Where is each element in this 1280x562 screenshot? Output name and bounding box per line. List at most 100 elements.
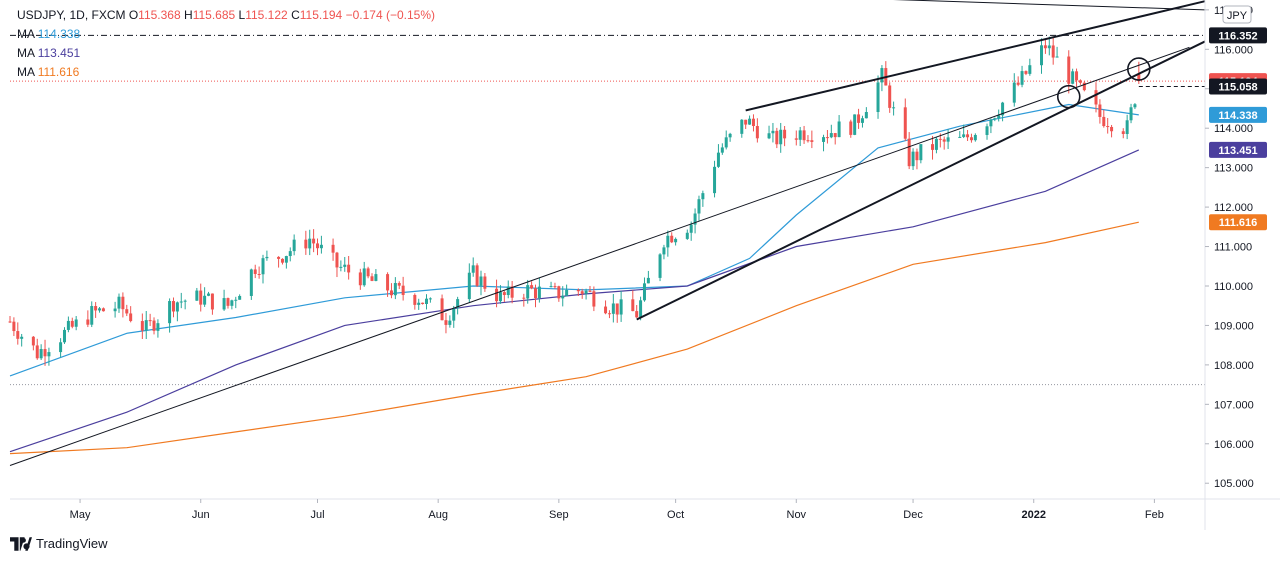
- candle[interactable]: [911, 148, 915, 170]
- candle[interactable]: [47, 347, 51, 366]
- candle[interactable]: [308, 229, 312, 256]
- candle[interactable]: [16, 322, 20, 345]
- candle[interactable]: [498, 285, 502, 304]
- candle[interactable]: [483, 273, 487, 292]
- candle[interactable]: [179, 292, 183, 309]
- candle[interactable]: [125, 304, 129, 317]
- candle[interactable]: [207, 291, 211, 297]
- candle[interactable]: [557, 285, 561, 302]
- candle[interactable]: [934, 136, 938, 154]
- candle[interactable]: [884, 61, 888, 86]
- candle[interactable]: [175, 301, 179, 322]
- candle[interactable]: [319, 235, 323, 254]
- candle[interactable]: [822, 134, 826, 152]
- candle[interactable]: [358, 268, 362, 290]
- price-tag[interactable]: 115.058: [1209, 78, 1267, 95]
- candle[interactable]: [386, 272, 390, 297]
- candle[interactable]: [393, 277, 397, 300]
- candle[interactable]: [452, 305, 456, 328]
- candle[interactable]: [1051, 36, 1055, 65]
- candle[interactable]: [183, 299, 187, 310]
- branding[interactable]: TradingView: [36, 536, 108, 551]
- candle[interactable]: [210, 293, 214, 315]
- candle[interactable]: [265, 250, 269, 261]
- candle[interactable]: [615, 303, 619, 323]
- candle[interactable]: [331, 238, 335, 261]
- moving-average-line[interactable]: [9, 103, 1139, 377]
- candle[interactable]: [253, 264, 257, 279]
- candle[interactable]: [639, 296, 643, 321]
- candle[interactable]: [969, 133, 973, 143]
- candle[interactable]: [853, 114, 857, 136]
- candle[interactable]: [70, 317, 74, 329]
- candle[interactable]: [1129, 103, 1133, 124]
- candle[interactable]: [101, 307, 105, 312]
- candle[interactable]: [304, 230, 308, 255]
- candle[interactable]: [440, 294, 444, 321]
- candle[interactable]: [849, 119, 853, 138]
- candle[interactable]: [288, 247, 292, 262]
- trendline[interactable]: [636, 40, 1206, 321]
- candle[interactable]: [755, 118, 759, 143]
- candle[interactable]: [604, 300, 608, 315]
- candle[interactable]: [1028, 58, 1032, 76]
- candle[interactable]: [339, 260, 343, 272]
- candle[interactable]: [171, 297, 175, 318]
- candle[interactable]: [475, 263, 479, 288]
- candle[interactable]: [94, 302, 98, 318]
- candle[interactable]: [1075, 68, 1079, 87]
- candle[interactable]: [195, 287, 199, 301]
- candle[interactable]: [1098, 99, 1102, 124]
- candle[interactable]: [611, 293, 615, 323]
- ma-row-mid[interactable]: MA 113.451: [17, 44, 435, 63]
- candle[interactable]: [530, 281, 534, 290]
- candle[interactable]: [779, 122, 783, 153]
- candle[interactable]: [238, 294, 242, 300]
- candle[interactable]: [152, 317, 156, 335]
- candle[interactable]: [284, 255, 288, 269]
- candle[interactable]: [31, 336, 35, 351]
- candle[interactable]: [249, 268, 253, 300]
- candle[interactable]: [510, 280, 514, 304]
- candle[interactable]: [397, 281, 401, 290]
- candle[interactable]: [549, 281, 553, 288]
- candle[interactable]: [526, 279, 530, 304]
- candle[interactable]: [502, 290, 506, 303]
- candle[interactable]: [199, 283, 203, 312]
- candle[interactable]: [748, 115, 752, 125]
- candle[interactable]: [767, 125, 771, 140]
- price-chart[interactable]: 105.000 106.000 107.000 108.000 109.000 110.0…: [0, 0, 1280, 530]
- candle[interactable]: [362, 261, 366, 287]
- candle[interactable]: [424, 294, 428, 310]
- candle[interactable]: [860, 115, 864, 128]
- candle[interactable]: [280, 258, 284, 265]
- candle[interactable]: [467, 263, 471, 303]
- candle[interactable]: [888, 82, 892, 113]
- candle[interactable]: [806, 135, 810, 143]
- candle[interactable]: [1067, 50, 1071, 94]
- candle[interactable]: [168, 298, 172, 333]
- candle[interactable]: [1133, 103, 1137, 110]
- candle[interactable]: [553, 282, 557, 289]
- candle[interactable]: [588, 285, 592, 293]
- candle[interactable]: [343, 256, 347, 272]
- price-tag[interactable]: 116.352: [1209, 27, 1267, 44]
- candle[interactable]: [697, 195, 701, 221]
- candle[interactable]: [1071, 68, 1075, 85]
- candle[interactable]: [1110, 124, 1114, 138]
- candle[interactable]: [12, 317, 16, 337]
- trendline[interactable]: [9, 46, 1190, 466]
- candle[interactable]: [751, 114, 755, 132]
- candle[interactable]: [646, 270, 650, 284]
- candle[interactable]: [607, 310, 611, 319]
- chart-area[interactable]: 105.000 106.000 107.000 108.000 109.000 110.0…: [0, 0, 1280, 530]
- candle[interactable]: [471, 257, 475, 277]
- candle[interactable]: [825, 129, 829, 144]
- candle[interactable]: [417, 298, 421, 310]
- candle[interactable]: [619, 290, 623, 322]
- currency-label[interactable]: JPY: [1222, 5, 1252, 24]
- candle[interactable]: [674, 237, 678, 246]
- candle[interactable]: [728, 132, 732, 142]
- candle[interactable]: [576, 288, 580, 296]
- candle[interactable]: [666, 230, 670, 257]
